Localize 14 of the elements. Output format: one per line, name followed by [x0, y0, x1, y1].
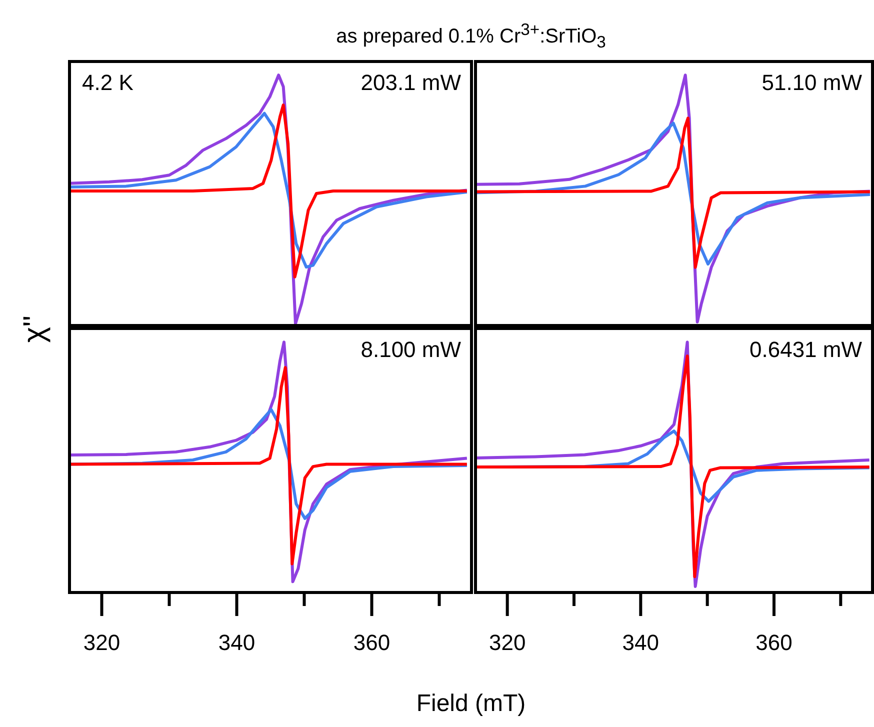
- y-axis-title: χ'': [18, 314, 52, 345]
- x-tick-label: 340: [622, 630, 660, 655]
- annotation: 203.1 mW: [360, 70, 461, 96]
- x-tick-label: 340: [218, 630, 256, 655]
- annotation: 0.6431 mW: [750, 337, 862, 363]
- x-tick-label: 360: [756, 630, 792, 655]
- chart-title: as prepared 0.1% Cr$^{3+}$:SrTiO$_{3}$: [335, 20, 607, 53]
- x-tick-label: 320: [83, 630, 120, 655]
- annotation: 51.10 mW: [762, 70, 862, 96]
- x-tick-label: 360: [353, 630, 390, 655]
- annotation: 4.2 K: [82, 70, 134, 96]
- x-tick-label: 320: [488, 630, 526, 655]
- x-axis-title: Field (mT): [415, 690, 527, 718]
- annotation: 8.100 mW: [360, 337, 461, 363]
